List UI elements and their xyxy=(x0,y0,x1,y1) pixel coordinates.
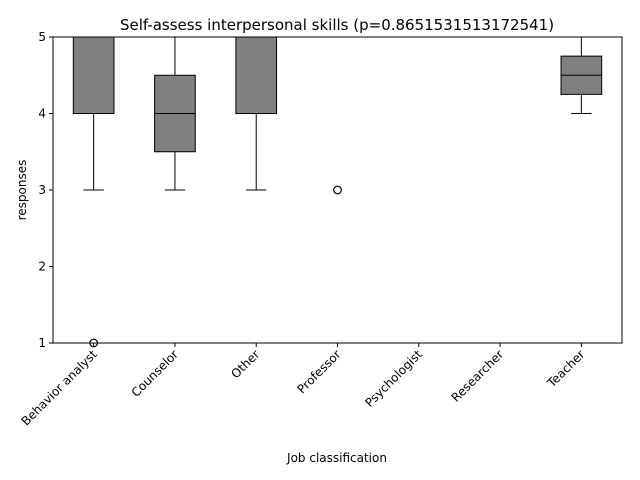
plot-frame xyxy=(52,36,623,344)
y-tick-label: 2 xyxy=(38,260,46,274)
y-axis-label: responses xyxy=(15,160,29,221)
chart-title: Self-assess interpersonal skills (p=0.86… xyxy=(120,16,554,34)
y-tick-label: 1 xyxy=(38,336,46,350)
y-tick-label: 4 xyxy=(38,107,46,121)
y-tick-label: 5 xyxy=(38,30,46,44)
box-behavior-analyst xyxy=(72,36,115,114)
box-other xyxy=(235,36,278,114)
outlier-point xyxy=(333,185,342,195)
y-tick-label: 3 xyxy=(38,183,46,197)
x-axis-label: Job classification xyxy=(286,451,387,465)
